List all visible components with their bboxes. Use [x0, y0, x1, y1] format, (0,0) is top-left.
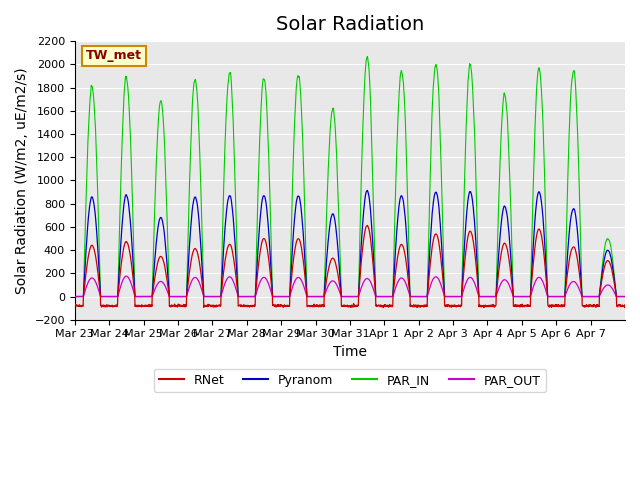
- Y-axis label: Solar Radiation (W/m2, uE/m2/s): Solar Radiation (W/m2, uE/m2/s): [15, 67, 29, 294]
- Text: TW_met: TW_met: [86, 49, 142, 62]
- Legend: RNet, Pyranom, PAR_IN, PAR_OUT: RNet, Pyranom, PAR_IN, PAR_OUT: [154, 369, 546, 392]
- X-axis label: Time: Time: [333, 345, 367, 359]
- Title: Solar Radiation: Solar Radiation: [276, 15, 424, 34]
